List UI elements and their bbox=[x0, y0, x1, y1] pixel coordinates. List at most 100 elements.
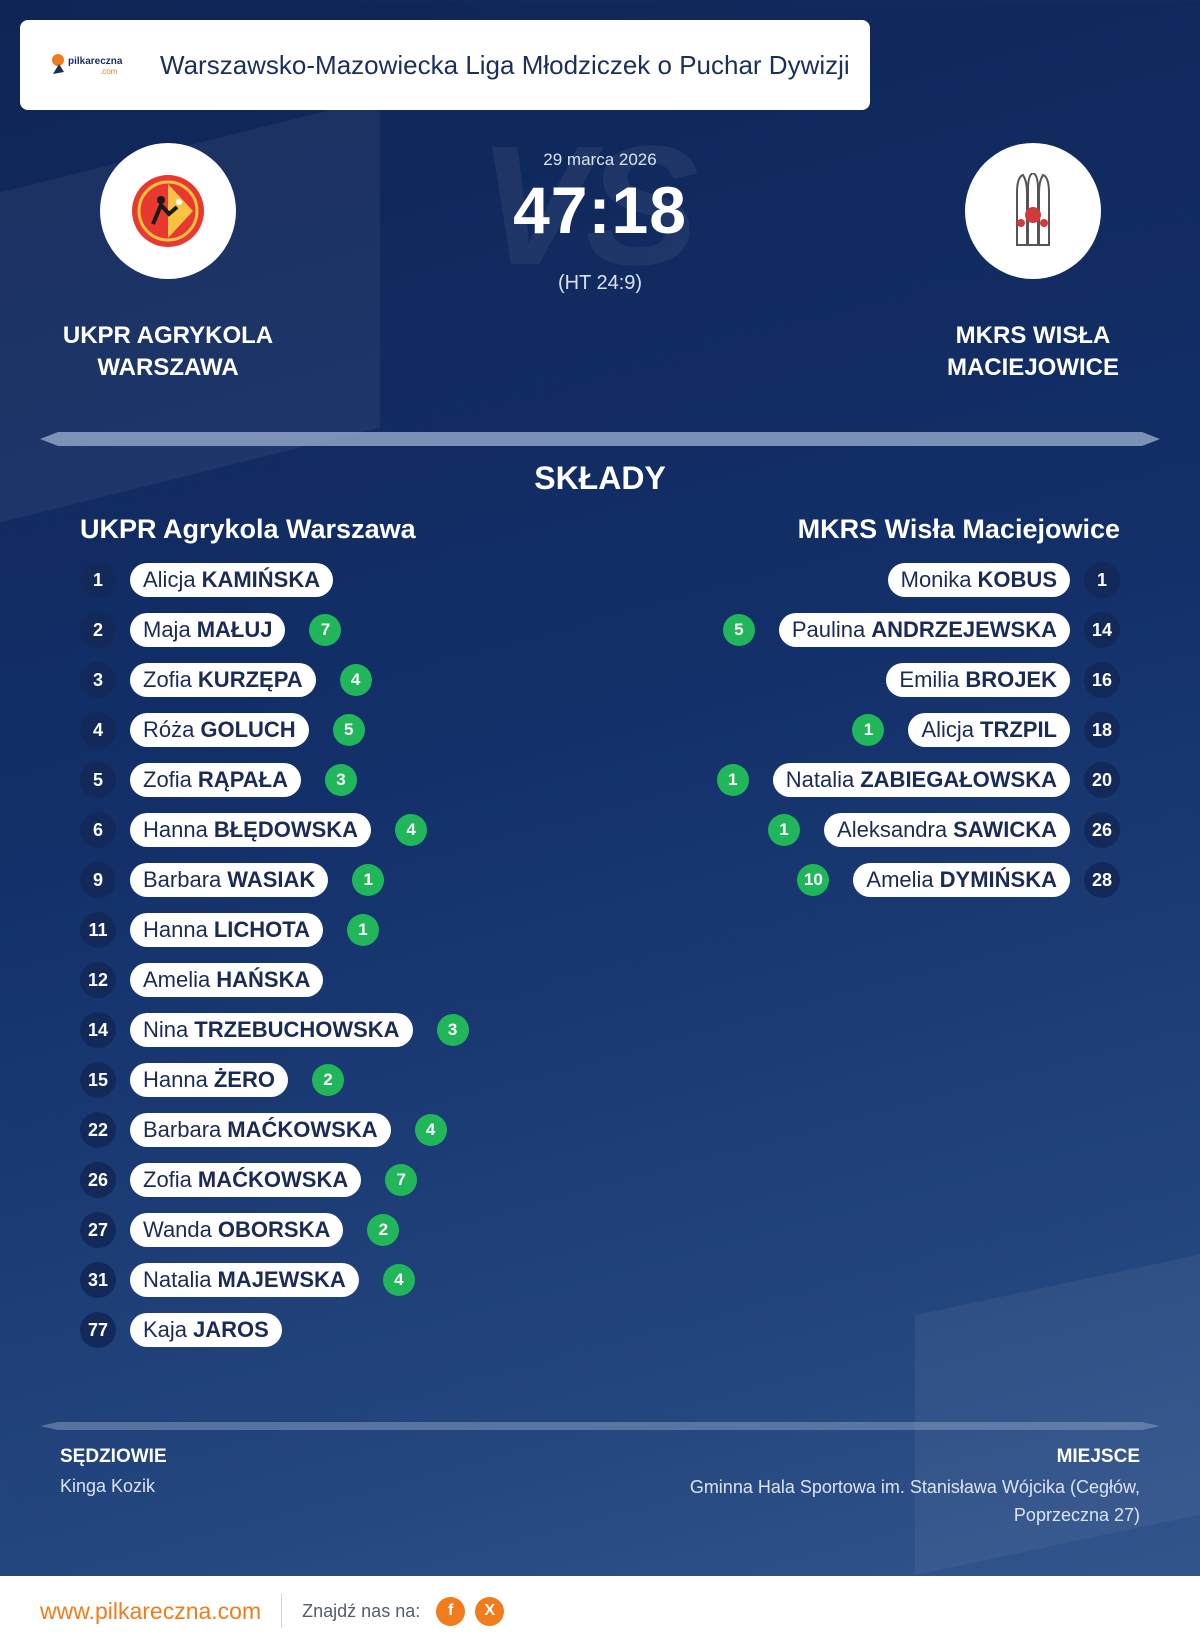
player-name: Aleksandra SAWICKA bbox=[824, 813, 1070, 847]
goals-badge: 2 bbox=[311, 1064, 344, 1096]
divider bbox=[40, 432, 1160, 446]
league-header: pilkareczna .com Warszawsko-Mazowiecka L… bbox=[20, 20, 870, 110]
player-first-name: Aleksandra bbox=[837, 817, 948, 842]
player-last-name: TRZPIL bbox=[980, 717, 1057, 742]
player-first-name: Paulina bbox=[791, 617, 866, 642]
referees-value: Kinga Kozik bbox=[60, 1476, 156, 1496]
player-name: Natalia MAJEWSKA bbox=[130, 1263, 359, 1297]
player-first-name: Zofia bbox=[143, 1167, 192, 1192]
facebook-icon[interactable]: f bbox=[436, 1596, 466, 1626]
goals-badge: 1 bbox=[716, 764, 749, 796]
player-last-name: KOBUS bbox=[977, 567, 1057, 592]
player-last-name: MAĆKOWSKA bbox=[197, 1167, 349, 1192]
goals-badge: 2 bbox=[367, 1214, 400, 1246]
home-team-name: UKPR AGRYKOLA WARSZAWA bbox=[62, 322, 274, 381]
player-row: 26 Zofia MAĆKOWSKA 7 bbox=[80, 1155, 469, 1205]
player-number: 20 bbox=[1084, 762, 1120, 798]
player-number: 77 bbox=[80, 1312, 116, 1348]
player-number: 6 bbox=[80, 812, 116, 848]
player-number: 28 bbox=[1084, 862, 1120, 898]
match-date: 29 marca 2026 bbox=[543, 150, 657, 169]
goals-badge: 1 bbox=[768, 814, 801, 846]
player-last-name: RĄPAŁA bbox=[197, 767, 288, 792]
player-first-name: Róża bbox=[143, 717, 195, 742]
player-row: 1 Natalia ZABIEGAŁOWSKA 20 bbox=[716, 755, 1120, 805]
goals-badge: 5 bbox=[722, 614, 755, 646]
player-last-name: ŻERO bbox=[213, 1067, 275, 1092]
player-first-name: Natalia bbox=[785, 767, 855, 792]
player-first-name: Amelia bbox=[143, 967, 211, 992]
player-row: 10 Amelia DYMIŃSKA 28 bbox=[717, 855, 1120, 905]
player-name: Zofia KURZĘPA bbox=[130, 663, 316, 697]
player-number: 26 bbox=[80, 1162, 116, 1198]
goals-badge: 7 bbox=[385, 1164, 418, 1196]
lineups-title: SKŁADY bbox=[534, 460, 666, 496]
player-first-name: Hanna bbox=[143, 817, 208, 842]
away-team-name: MKRS WISŁA MACIEJOWICE bbox=[946, 322, 1119, 381]
footer: www.pilkareczna.com Znajdź nas na: f X bbox=[0, 1576, 1200, 1646]
player-last-name: GOLUCH bbox=[200, 717, 296, 742]
player-first-name: Amelia bbox=[866, 867, 934, 892]
goals-badge: 7 bbox=[309, 614, 342, 646]
player-row: 27 Wanda OBORSKA 2 bbox=[80, 1205, 469, 1255]
player-name: Monika KOBUS bbox=[887, 563, 1070, 597]
player-number: 3 bbox=[80, 662, 116, 698]
svg-text:.com: .com bbox=[100, 67, 118, 76]
home-player-list: 1 Alicja KAMIŃSKA 2 Maja MAŁUJ 7 3 Zofia KURZĘPA 4… bbox=[80, 555, 469, 1355]
player-first-name: Hanna bbox=[143, 917, 208, 942]
footer-separator bbox=[281, 1594, 283, 1628]
player-first-name: Maja bbox=[143, 617, 191, 642]
goals-badge: 4 bbox=[414, 1114, 447, 1146]
player-name: Natalia ZABIEGAŁOWSKA bbox=[772, 763, 1070, 797]
player-name: Maja MAŁUJ bbox=[130, 613, 286, 647]
goals-badge: 3 bbox=[436, 1014, 469, 1046]
goals-badge: 1 bbox=[352, 864, 385, 896]
player-row: 77 Kaja JAROS bbox=[80, 1305, 469, 1355]
goals-badge: 1 bbox=[346, 914, 379, 946]
player-number: 12 bbox=[80, 962, 116, 998]
player-name: Paulina ANDRZEJEWSKA bbox=[778, 613, 1070, 647]
player-name: Hanna BŁĘDOWSKA bbox=[130, 813, 372, 847]
player-first-name: Barbara bbox=[143, 1117, 222, 1142]
player-name: Nina TRZEBUCHOWSKA bbox=[130, 1013, 413, 1047]
player-number: 1 bbox=[80, 562, 116, 598]
player-number: 9 bbox=[80, 862, 116, 898]
league-title: Warszawsko-Mazowiecka Liga Młodziczek o … bbox=[160, 50, 850, 80]
player-last-name: TRZEBUCHOWSKA bbox=[194, 1017, 400, 1042]
find-us-label: Znajdź nas na: bbox=[302, 1600, 421, 1621]
goals-badge: 5 bbox=[332, 714, 365, 746]
home-team-logo bbox=[100, 143, 236, 279]
goals-badge: 4 bbox=[395, 814, 428, 846]
player-row: Emilia BROJEK 16 bbox=[717, 655, 1120, 705]
player-name: Amelia HAŃSKA bbox=[130, 963, 324, 997]
player-first-name: Barbara bbox=[143, 867, 222, 892]
player-number: 22 bbox=[80, 1112, 116, 1148]
player-first-name: Monika bbox=[900, 567, 972, 592]
player-name: Zofia MAĆKOWSKA bbox=[130, 1163, 362, 1197]
away-squad-title: MKRS Wisła Maciejowice bbox=[797, 514, 1120, 544]
player-last-name: HAŃSKA bbox=[216, 967, 311, 992]
site-link[interactable]: www.pilkareczna.com bbox=[40, 1597, 262, 1624]
x-icon[interactable]: X bbox=[475, 1596, 505, 1626]
player-last-name: KAMIŃSKA bbox=[201, 567, 321, 592]
player-number: 2 bbox=[80, 612, 116, 648]
player-row: 12 Amelia HAŃSKA bbox=[80, 955, 469, 1005]
player-name: Kaja JAROS bbox=[130, 1313, 282, 1347]
player-first-name: Zofia bbox=[143, 767, 192, 792]
player-name: Alicja TRZPIL bbox=[908, 713, 1070, 747]
player-row: 2 Maja MAŁUJ 7 bbox=[80, 605, 469, 655]
player-name: Barbara MAĆKOWSKA bbox=[130, 1113, 391, 1147]
match-score: 47:18 bbox=[513, 173, 687, 247]
player-name: Wanda OBORSKA bbox=[130, 1213, 344, 1247]
player-number: 16 bbox=[1084, 662, 1120, 698]
pilkareczna-logo[interactable]: pilkareczna .com bbox=[50, 50, 140, 80]
player-first-name: Alicja bbox=[143, 567, 196, 592]
player-name: Zofia RĄPAŁA bbox=[130, 763, 301, 797]
player-row: 6 Hanna BŁĘDOWSKA 4 bbox=[80, 805, 469, 855]
player-row: 1 Alicja KAMIŃSKA bbox=[80, 555, 469, 605]
player-name: Barbara WASIAK bbox=[130, 863, 329, 897]
divider bbox=[40, 1422, 1160, 1430]
goals-badge: 10 bbox=[797, 864, 830, 896]
halftime-score: (HT 24:9) bbox=[557, 272, 643, 294]
player-last-name: JAROS bbox=[193, 1317, 269, 1342]
